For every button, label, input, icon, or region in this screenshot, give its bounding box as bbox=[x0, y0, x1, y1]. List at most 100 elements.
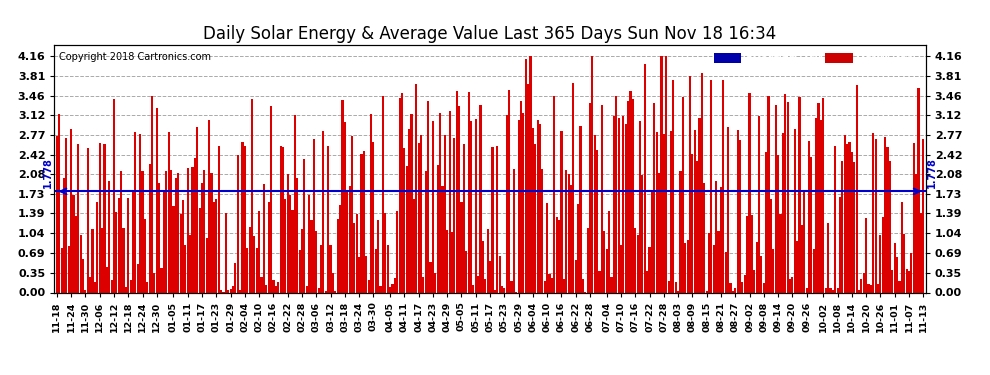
Bar bbox=[279, 146, 281, 292]
Bar bbox=[111, 280, 113, 292]
Bar bbox=[777, 155, 779, 292]
Bar bbox=[791, 277, 793, 292]
Bar bbox=[282, 147, 284, 292]
Bar bbox=[567, 174, 569, 292]
Bar bbox=[860, 279, 862, 292]
Bar bbox=[353, 223, 355, 292]
Bar bbox=[718, 231, 720, 292]
Bar bbox=[315, 231, 318, 292]
Bar bbox=[325, 291, 327, 292]
Bar bbox=[889, 161, 891, 292]
Bar bbox=[835, 146, 837, 292]
Bar bbox=[170, 170, 172, 292]
Bar bbox=[891, 270, 893, 292]
Bar bbox=[503, 288, 506, 292]
Bar bbox=[72, 195, 74, 292]
Bar bbox=[613, 116, 615, 292]
Bar bbox=[774, 105, 777, 292]
Bar bbox=[896, 257, 898, 292]
Bar bbox=[337, 219, 339, 292]
Bar bbox=[372, 141, 374, 292]
Bar bbox=[630, 91, 632, 292]
Text: 1.778: 1.778 bbox=[44, 158, 53, 189]
Bar bbox=[470, 121, 472, 292]
Bar bbox=[694, 130, 696, 292]
Bar bbox=[743, 275, 745, 292]
Bar bbox=[508, 90, 510, 292]
Bar bbox=[746, 216, 748, 292]
Bar bbox=[137, 264, 139, 292]
Bar bbox=[918, 88, 920, 292]
Bar bbox=[418, 143, 420, 292]
Bar bbox=[365, 256, 367, 292]
Bar bbox=[108, 182, 110, 292]
Bar bbox=[570, 185, 572, 292]
Bar bbox=[106, 267, 108, 292]
Bar bbox=[258, 211, 260, 292]
Bar bbox=[850, 152, 853, 292]
Bar bbox=[199, 208, 201, 292]
Bar bbox=[467, 92, 469, 292]
Bar bbox=[701, 73, 703, 292]
Bar bbox=[444, 135, 446, 292]
Bar bbox=[637, 235, 639, 292]
Bar bbox=[65, 138, 67, 292]
Bar bbox=[465, 251, 467, 292]
Bar bbox=[843, 135, 845, 292]
Bar bbox=[127, 198, 130, 292]
Bar bbox=[910, 253, 913, 292]
Bar bbox=[153, 273, 155, 292]
Bar bbox=[699, 118, 701, 292]
Bar bbox=[384, 213, 386, 292]
Bar bbox=[306, 286, 308, 292]
Bar bbox=[846, 144, 848, 292]
Bar bbox=[367, 280, 369, 292]
Bar bbox=[311, 220, 313, 292]
Bar bbox=[713, 245, 715, 292]
Bar bbox=[260, 277, 262, 292]
Bar bbox=[577, 204, 579, 292]
Bar bbox=[525, 58, 527, 292]
Bar bbox=[865, 217, 867, 292]
Title: Daily Solar Energy & Average Value Last 365 Days Sun Nov 18 16:34: Daily Solar Energy & Average Value Last … bbox=[203, 26, 777, 44]
Bar bbox=[301, 228, 303, 292]
Bar bbox=[572, 83, 574, 292]
Bar bbox=[474, 118, 477, 292]
Bar bbox=[550, 278, 553, 292]
Bar bbox=[472, 285, 474, 292]
Bar bbox=[411, 114, 413, 292]
Bar bbox=[858, 290, 860, 292]
Bar bbox=[650, 192, 653, 292]
Bar bbox=[689, 76, 691, 292]
Bar bbox=[798, 97, 801, 292]
Bar bbox=[727, 127, 730, 292]
Bar bbox=[855, 85, 857, 292]
Bar bbox=[175, 177, 177, 292]
Bar bbox=[523, 112, 525, 292]
Bar bbox=[267, 202, 269, 292]
Bar bbox=[544, 281, 545, 292]
Bar bbox=[739, 140, 742, 292]
Bar bbox=[244, 146, 246, 292]
Bar bbox=[139, 134, 142, 292]
Bar bbox=[827, 222, 830, 292]
Bar bbox=[432, 121, 434, 292]
Bar bbox=[455, 92, 457, 292]
Bar bbox=[348, 186, 350, 292]
Bar bbox=[489, 261, 491, 292]
Bar bbox=[539, 124, 542, 292]
Bar bbox=[299, 250, 301, 292]
Bar bbox=[553, 96, 555, 292]
Bar bbox=[215, 199, 218, 292]
Bar bbox=[55, 136, 57, 292]
Bar bbox=[913, 143, 915, 292]
Bar bbox=[560, 130, 562, 292]
Bar bbox=[608, 211, 610, 292]
Bar bbox=[725, 252, 727, 292]
Bar bbox=[748, 93, 750, 292]
Bar bbox=[165, 171, 167, 292]
Bar bbox=[339, 205, 342, 292]
Bar bbox=[115, 212, 118, 292]
Bar bbox=[130, 280, 132, 292]
Bar bbox=[735, 288, 737, 292]
